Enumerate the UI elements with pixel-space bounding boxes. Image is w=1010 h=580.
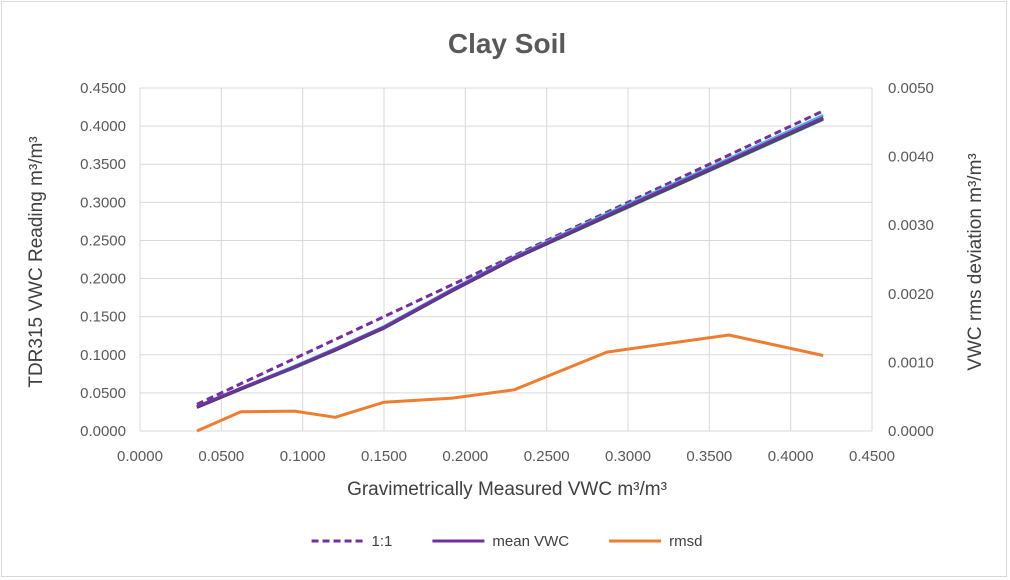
y-axis-label: TDR315 VWC Reading m³/m³ [26,136,47,387]
x-tick-label: 0.3500 [686,448,732,465]
y-tick-label: 0.4000 [80,118,126,135]
y-tick-label: 0.3500 [80,156,126,173]
x-tick-label: 0.2000 [442,448,488,465]
legend-label-mean-vwc: mean VWC [492,533,569,550]
y2-tick-label: 0.0010 [888,354,934,371]
grid-layer [139,87,873,432]
legend-label-rmsd: rmsd [669,533,702,550]
x-tick-label: 0.4500 [849,448,895,465]
y2-tick-label: 0.0030 [888,217,934,234]
series-line-mean-vwc [196,116,824,408]
legend: 1:1 mean VWC rmsd [311,533,702,550]
y2-tick-label: 0.0020 [888,286,934,303]
x-tick-label: 0.4000 [768,448,814,465]
y-tick-label: 0.0500 [80,385,126,402]
chart-title: Clay Soil [448,28,566,59]
x-tick-label: 0.0500 [198,448,244,465]
x-tick-label: 0.0000 [117,448,163,465]
x-tick-label: 0.3000 [605,448,651,465]
legend-label-1-1: 1:1 [372,533,393,550]
x-tick-label: 0.1500 [361,448,407,465]
y-tick-label: 0.1500 [80,309,126,326]
x-tick-label: 0.2500 [524,448,570,465]
x-tick-label: 0.1000 [280,448,326,465]
y-tick-label: 0.3000 [80,194,126,211]
y-tick-label: 0.0000 [80,423,126,440]
series-line-rmsd [196,333,824,433]
y2-tick-label: 0.0000 [888,423,934,440]
y-tick-label: 0.4500 [80,80,126,97]
y-tick-label: 0.1000 [80,347,126,364]
y2-tick-label: 0.0050 [888,80,934,97]
series-layer [196,109,824,433]
x-axis-label: Gravimetrically Measured VWC m³/m³ [347,479,667,500]
y-tick-label: 0.2500 [80,232,126,249]
y-tick-label: 0.2000 [80,271,126,288]
y2-axis-label: VWC rms deviation m³/m³ [965,153,986,370]
series-line-1-1 [196,109,824,406]
y2-tick-label: 0.0040 [888,149,934,166]
axis-layer: 0.0000 0.0500 0.1000 0.1500 0.2000 0.2500 0.30… [80,80,934,465]
